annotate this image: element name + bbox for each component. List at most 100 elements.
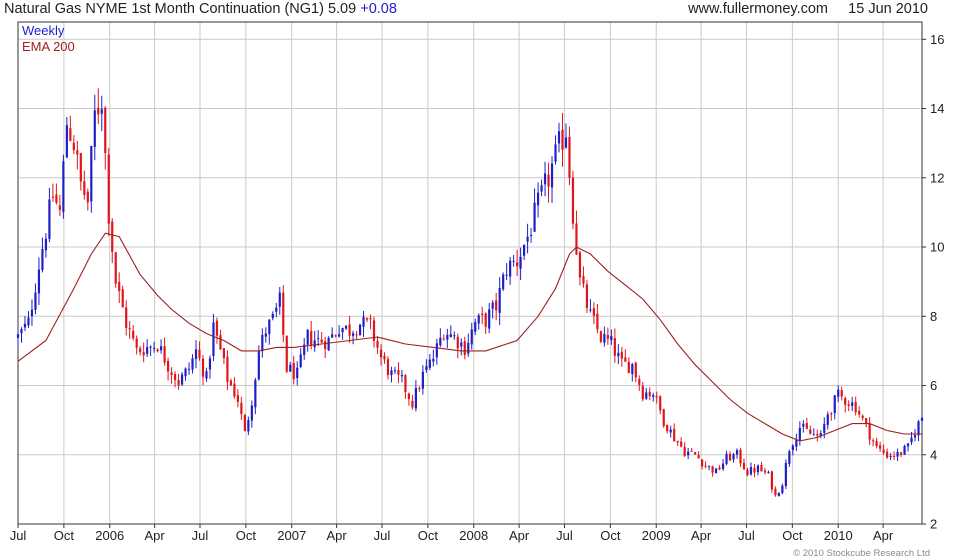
candle-body (571, 177, 575, 224)
candle-body (184, 368, 187, 377)
candle-body (166, 361, 170, 372)
candle-body (142, 352, 145, 356)
candle-body (868, 423, 871, 440)
candle-body (795, 439, 798, 447)
title-text: Natural Gas NYME 1st Month Continuation … (4, 1, 324, 17)
candle-body (411, 400, 414, 408)
candle-body (69, 128, 72, 142)
candle-body (324, 341, 327, 350)
candle-body (317, 338, 320, 340)
candle-body (858, 410, 861, 415)
candle-body (920, 417, 924, 421)
candle-body (327, 337, 330, 351)
candle-body (906, 443, 910, 447)
candle-body (812, 434, 815, 436)
candle-body (826, 414, 829, 425)
candle-body (344, 325, 348, 329)
candle-body (428, 359, 431, 368)
candle-body (390, 370, 393, 376)
candle-body (275, 307, 278, 312)
candle-body (215, 320, 219, 336)
candle-body (882, 449, 885, 453)
candle-body (851, 402, 854, 407)
candle-body (173, 374, 177, 381)
candle-body (153, 347, 156, 349)
site-url[interactable]: www.fullermoney.com (688, 1, 829, 17)
candle-body (592, 308, 596, 316)
candle-body (404, 375, 407, 393)
candle-body (460, 342, 463, 347)
candle-body (509, 260, 512, 277)
x-tick-label: Jul (556, 528, 573, 543)
candle-body (372, 320, 376, 341)
candle-body (285, 335, 288, 372)
candle-body (896, 451, 899, 457)
candle-body (264, 333, 267, 337)
candle-body (121, 289, 124, 308)
candle-body (872, 440, 875, 442)
candle-body (292, 362, 295, 380)
candle-body (488, 309, 491, 329)
candle-body (687, 451, 690, 456)
candle-body (596, 313, 599, 330)
candle-body (261, 334, 264, 352)
candle-body (453, 335, 456, 337)
chart-title: Natural Gas NYME 1st Month Continuation … (4, 1, 397, 17)
candle-body (393, 370, 397, 372)
candle-body (854, 401, 857, 413)
candle-body (659, 396, 662, 411)
y-tick-label: 4 (930, 447, 937, 462)
candle-body (236, 395, 239, 402)
candle-body (83, 181, 86, 195)
candle-body (589, 309, 592, 311)
candle-body (132, 330, 135, 339)
candle-body (770, 471, 774, 490)
candle-body (564, 137, 568, 148)
candle-body (156, 349, 159, 352)
candle-body (418, 388, 421, 390)
x-tick-label: Oct (54, 528, 75, 543)
x-tick-label: Apr (691, 528, 712, 543)
candle-body (44, 238, 48, 251)
candle-body (725, 453, 728, 464)
candle-body (631, 363, 634, 375)
candle-body (561, 129, 564, 150)
candle-body (146, 347, 149, 354)
plot-frame (17, 21, 923, 525)
candle-body (899, 452, 903, 455)
candle-body (613, 338, 616, 356)
candle-body (257, 350, 260, 380)
candle-body (652, 395, 655, 397)
y-tick-label: 2 (930, 517, 937, 532)
candle-body (334, 335, 337, 337)
candle-body (446, 334, 449, 340)
candle-body (784, 462, 787, 487)
candle-body (536, 192, 540, 206)
candle-body (271, 313, 274, 319)
candle-body (673, 429, 676, 442)
candle-body (76, 150, 79, 155)
candle-body (861, 415, 864, 419)
candle-body (41, 249, 44, 271)
candle-body (86, 191, 89, 203)
candle-body (93, 110, 96, 147)
candle-body (180, 374, 184, 385)
candle-body (833, 395, 836, 414)
candle-body (917, 421, 920, 436)
candle-body (425, 366, 428, 370)
candle-body (575, 223, 578, 255)
candle-body (711, 466, 714, 473)
candle-body (809, 429, 812, 434)
candle-body (781, 485, 784, 493)
y-tick-label: 6 (930, 378, 937, 393)
candle-body (624, 357, 627, 362)
last-price: 5.09 (327, 1, 357, 17)
candle-body (885, 451, 889, 458)
candle-body (721, 463, 725, 469)
candle-body (442, 338, 445, 340)
candle-body (198, 349, 201, 359)
y-tick-label: 10 (930, 240, 944, 255)
candle-body (491, 302, 494, 309)
candle-body (397, 370, 400, 375)
candle-body (910, 437, 913, 443)
